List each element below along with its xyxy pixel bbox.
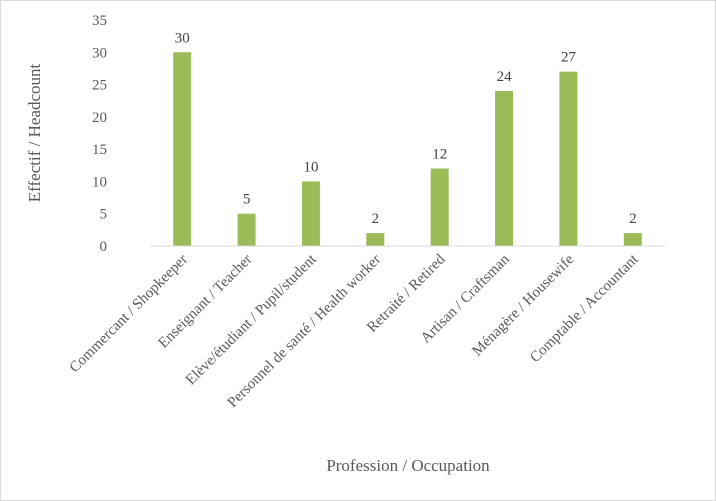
bar-value-label: 30 bbox=[175, 30, 190, 46]
y-tick-label: 25 bbox=[92, 78, 107, 94]
y-tick-label: 5 bbox=[100, 207, 108, 223]
bars bbox=[173, 52, 642, 247]
bar-value-label: 2 bbox=[629, 211, 637, 227]
x-tick-label: Elève/étudiant / Pupil/student bbox=[183, 251, 320, 388]
y-axis-ticks: 0 5 10 15 20 25 30 35 bbox=[92, 13, 107, 255]
bar-value-label: 2 bbox=[372, 211, 380, 227]
y-tick-label: 0 bbox=[100, 239, 108, 255]
bar-value-label: 5 bbox=[243, 192, 251, 208]
bar-value-label: 27 bbox=[561, 50, 577, 66]
bar-value-label: 24 bbox=[497, 69, 513, 85]
y-tick-label: 35 bbox=[92, 13, 107, 29]
x-tick-label: Comptable / Accountant bbox=[527, 251, 642, 366]
x-axis-title: Profession / Occupation bbox=[326, 456, 490, 475]
bar bbox=[301, 181, 320, 246]
bar bbox=[237, 213, 256, 246]
bar bbox=[366, 233, 385, 246]
bar-value-label: 12 bbox=[432, 147, 447, 163]
bar bbox=[173, 52, 192, 247]
y-tick-label: 10 bbox=[92, 174, 107, 190]
y-tick-label: 30 bbox=[92, 45, 107, 61]
y-tick-label: 15 bbox=[92, 142, 107, 158]
bar bbox=[623, 233, 642, 246]
bar bbox=[559, 71, 578, 247]
y-axis-title: Effectif / Headcount bbox=[25, 64, 44, 203]
x-tick-label: Commercant / Shopkeeper bbox=[67, 252, 191, 376]
bar-value-label: 10 bbox=[303, 159, 318, 175]
bar bbox=[495, 91, 514, 247]
bar bbox=[430, 168, 449, 246]
data-labels: 30 5 10 2 12 24 27 2 bbox=[175, 30, 637, 227]
y-tick-label: 20 bbox=[92, 110, 107, 126]
